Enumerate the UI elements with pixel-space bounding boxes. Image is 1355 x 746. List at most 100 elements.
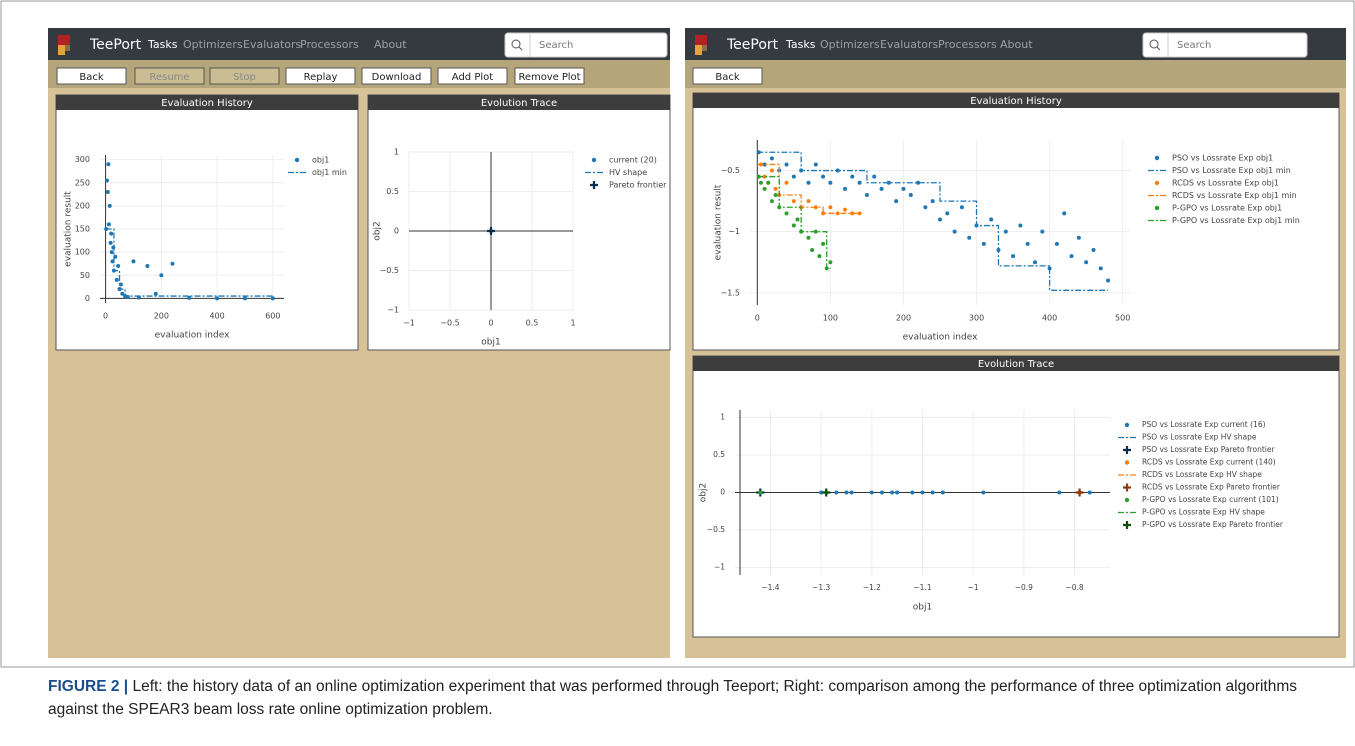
data-point (1011, 254, 1015, 258)
data-point (796, 217, 800, 221)
x-axis-label: obj1 (913, 603, 932, 613)
legend-label[interactable]: P-GPO vs Lossrate Exp HV shape (1142, 508, 1265, 517)
data-point (792, 199, 796, 203)
data-point (109, 241, 113, 245)
legend-label[interactable]: RCDS vs Lossrate Exp Pareto frontier (1142, 483, 1281, 492)
panel-title: Evaluation History (161, 98, 253, 109)
y-tick-label: 100 (75, 248, 90, 257)
y-tick-label: 150 (75, 225, 90, 234)
figure-canvas: TeePortTasksOptimizersEvaluatorsProcesso… (0, 0, 1355, 746)
data-point (154, 292, 158, 296)
x-tick-label: −0.5 (440, 319, 459, 328)
data-point (758, 491, 762, 495)
legend-label[interactable]: PSO vs Lossrate Exp current (16) (1142, 420, 1266, 429)
legend-label[interactable]: PSO vs Lossrate Exp HV shape (1142, 433, 1257, 442)
x-tick-label: 0 (755, 314, 760, 323)
data-point (1106, 279, 1110, 283)
data-point (872, 175, 876, 179)
legend-label[interactable]: obj1 min (312, 168, 347, 177)
x-axis-label: evaluation index (903, 333, 978, 343)
data-point (243, 296, 247, 300)
nav-link[interactable]: Tasks (147, 38, 178, 51)
data-point (828, 260, 832, 264)
brand[interactable]: TeePort (726, 37, 779, 53)
brand[interactable]: TeePort (89, 37, 142, 53)
legend-swatch (1155, 181, 1159, 185)
data-point (850, 175, 854, 179)
button-label[interactable]: Replay (304, 72, 338, 83)
button-label: Resume (149, 72, 189, 83)
legend-label[interactable]: P-GPO vs Lossrate Exp obj1 min (1172, 216, 1300, 225)
y-tick-label: 200 (75, 201, 90, 210)
logo (695, 35, 707, 45)
nav-link[interactable]: Optimizers (183, 38, 243, 51)
legend-label[interactable]: obj1 (312, 156, 329, 165)
x-tick-label: 0 (103, 312, 108, 321)
y-tick-label: 0.5 (386, 187, 399, 196)
data-point (960, 205, 964, 209)
data-point (763, 187, 767, 191)
nav-link[interactable]: Tasks (785, 38, 816, 51)
legend-label[interactable]: current (20) (609, 156, 657, 165)
legend-label[interactable]: PSO vs Lossrate Exp obj1 min (1172, 166, 1291, 175)
legend-label[interactable]: Pareto frontier (609, 181, 667, 190)
button-label[interactable]: Back (715, 72, 739, 83)
legend-label[interactable]: RCDS vs Lossrate Exp current (140) (1142, 458, 1276, 467)
legend-label[interactable]: RCDS vs Lossrate Exp obj1 (1172, 179, 1279, 188)
data-point (145, 264, 149, 268)
legend-label[interactable]: PSO vs Lossrate Exp obj1 (1172, 154, 1273, 163)
legend-label[interactable]: P-GPO vs Lossrate Exp current (101) (1142, 495, 1279, 504)
data-point (1084, 260, 1088, 264)
data-point (806, 181, 810, 185)
button-label[interactable]: Download (372, 72, 422, 83)
caption-text: Left: the history data of an online opti… (48, 678, 1297, 718)
x-tick-label: 400 (1042, 314, 1057, 323)
legend-label[interactable]: P-GPO vs Lossrate Exp Pareto frontier (1142, 520, 1284, 529)
nav-link[interactable]: Evaluators (880, 38, 939, 51)
logo (702, 45, 707, 51)
data-point (982, 242, 986, 246)
nav-link[interactable]: Processors (938, 38, 997, 51)
nav-link[interactable]: Processors (300, 38, 359, 51)
data-point (945, 211, 949, 215)
button-label[interactable]: Remove Plot (519, 72, 581, 83)
figure: TeePortTasksOptimizersEvaluatorsProcesso… (0, 0, 1355, 746)
data-point (766, 181, 770, 185)
data-point (785, 181, 789, 185)
x-tick-label: 1 (570, 319, 575, 328)
x-tick-label: 300 (969, 314, 984, 323)
data-point (817, 254, 821, 258)
legend-label[interactable]: HV shape (609, 168, 647, 177)
nav-link[interactable]: Evaluators (243, 38, 302, 51)
legend-swatch (1155, 156, 1159, 160)
data-point (821, 175, 825, 179)
nav-link[interactable]: About (1000, 38, 1033, 51)
data-point (131, 259, 135, 263)
data-point (850, 491, 854, 495)
data-point (989, 217, 993, 221)
search-box[interactable] (505, 33, 667, 57)
legend-label[interactable]: PSO vs Lossrate Exp Pareto frontier (1142, 445, 1275, 454)
data-point (843, 187, 847, 191)
data-point (109, 232, 113, 236)
data-point (770, 156, 774, 160)
data-point (785, 162, 789, 166)
y-tick-label: 50 (80, 271, 90, 280)
data-point (1062, 211, 1066, 215)
caption-label: FIGURE 2 | (48, 678, 128, 695)
legend-label[interactable]: RCDS vs Lossrate Exp obj1 min (1172, 191, 1297, 200)
data-point (792, 224, 796, 228)
data-point (909, 193, 913, 197)
legend-label[interactable]: RCDS vs Lossrate Exp HV shape (1142, 470, 1262, 479)
data-point (759, 181, 763, 185)
data-point (821, 242, 825, 246)
legend-label[interactable]: P-GPO vs Lossrate Exp obj1 (1172, 204, 1282, 213)
button-label[interactable]: Back (79, 72, 103, 83)
button-label[interactable]: Add Plot (452, 72, 493, 83)
nav-link[interactable]: About (374, 38, 407, 51)
nav-link[interactable]: Optimizers (820, 38, 880, 51)
x-tick-label: 400 (209, 312, 224, 321)
data-point (967, 236, 971, 240)
panel-title: Evolution Trace (481, 98, 557, 109)
data-point (806, 199, 810, 203)
